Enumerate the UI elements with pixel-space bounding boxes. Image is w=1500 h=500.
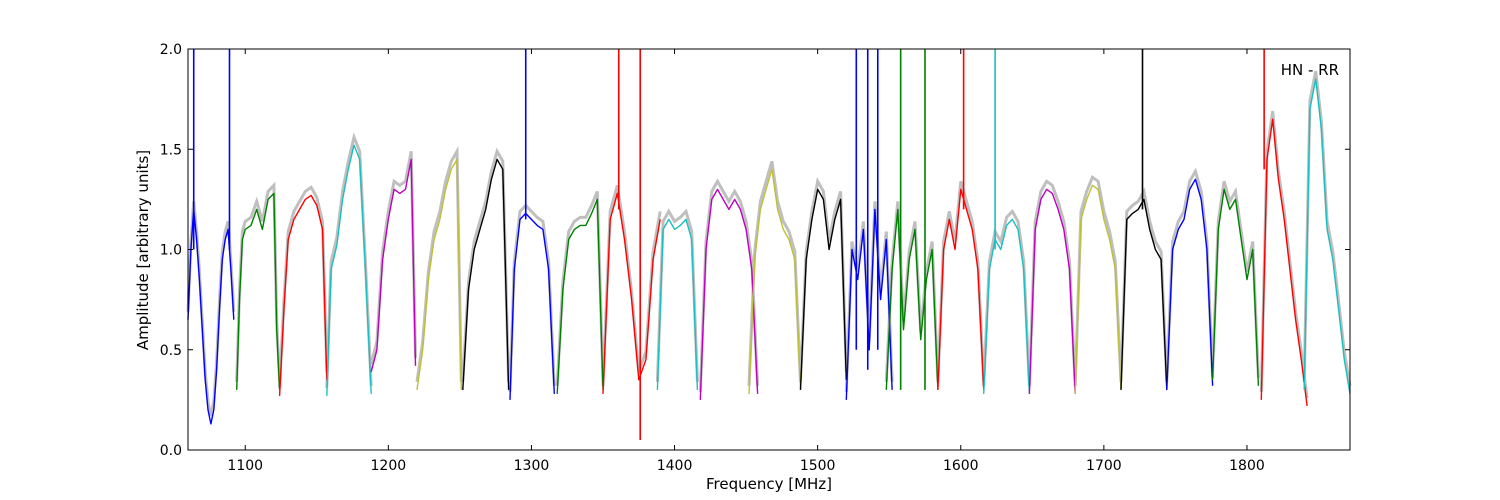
x-tick-label-8: 1800 bbox=[1229, 458, 1265, 474]
axis-ticks: 1100 1200 1300 1400 1500 1600 1700 1800 0.0 0.5 1.… bbox=[160, 42, 1350, 474]
series-line-11 bbox=[656, 218, 699, 390]
series-line-7 bbox=[462, 158, 510, 390]
background-segment-11 bbox=[655, 208, 699, 382]
x-tick-label-1: 1100 bbox=[227, 458, 263, 474]
x-tick-label-3: 1300 bbox=[514, 458, 550, 474]
series-line-24 bbox=[1260, 118, 1308, 406]
background-segment-12 bbox=[698, 178, 760, 392]
series-line-18 bbox=[983, 218, 1031, 394]
y-tick-label-4: 1.5 bbox=[160, 142, 182, 158]
background-segment-7 bbox=[461, 147, 511, 382]
background-segment-9 bbox=[555, 190, 605, 386]
series-line-22 bbox=[1166, 178, 1214, 390]
y-tick-label-1: 0.0 bbox=[160, 443, 182, 459]
background-segment-23 bbox=[1211, 180, 1260, 378]
background-segment-13 bbox=[747, 160, 802, 386]
series-line-6 bbox=[416, 158, 462, 390]
background-segment-21 bbox=[1119, 187, 1169, 382]
spike-group bbox=[192, 49, 1265, 440]
series-line-3 bbox=[278, 194, 328, 396]
series-line-8 bbox=[509, 212, 555, 400]
background-segment-22 bbox=[1165, 167, 1215, 382]
series-line-10 bbox=[602, 192, 661, 394]
y-tick-label-3: 1.0 bbox=[160, 243, 182, 259]
background-segment-8 bbox=[508, 203, 556, 392]
series-line-5 bbox=[370, 158, 417, 372]
x-tick-label-4: 1400 bbox=[657, 458, 693, 474]
x-tick-label-2: 1200 bbox=[371, 458, 407, 474]
background-segment-14 bbox=[799, 177, 848, 382]
series-line-1 bbox=[187, 208, 235, 425]
background-segment-19 bbox=[1027, 179, 1077, 386]
series-line-15 bbox=[845, 208, 893, 400]
x-tick-label-6: 1600 bbox=[943, 458, 979, 474]
x-tick-label-5: 1500 bbox=[800, 458, 836, 474]
background-segment-24 bbox=[1259, 110, 1309, 399]
series-line-19 bbox=[1028, 188, 1076, 394]
y-tick-label-2: 0.5 bbox=[160, 343, 182, 359]
series-line-21 bbox=[1120, 198, 1168, 390]
series-group bbox=[187, 78, 1351, 425]
y-tick-label-5: 2.0 bbox=[160, 42, 182, 58]
y-axis-title: Amplitude [arbitrary units] bbox=[134, 150, 152, 350]
series-line-13 bbox=[748, 168, 802, 394]
background-segment-16 bbox=[884, 201, 940, 382]
legend-annotation: HN - RR bbox=[1281, 61, 1339, 79]
background-segment-17 bbox=[936, 180, 986, 382]
series-line-16 bbox=[885, 208, 939, 390]
background-segment-1 bbox=[186, 201, 236, 417]
series-line-9 bbox=[556, 198, 604, 394]
series-line-17 bbox=[937, 188, 985, 390]
series-line-20 bbox=[1074, 184, 1122, 394]
series-line-14 bbox=[799, 188, 847, 390]
x-axis-title: Frequency [MHz] bbox=[706, 475, 832, 493]
series-line-25 bbox=[1303, 78, 1351, 395]
series-line-23 bbox=[1211, 188, 1260, 386]
background-segment-20 bbox=[1073, 174, 1123, 386]
series-line-2 bbox=[236, 192, 281, 390]
series-line-4 bbox=[326, 144, 372, 396]
x-tick-label-7: 1700 bbox=[1086, 458, 1122, 474]
background-segment-18 bbox=[982, 208, 1031, 386]
series-line-12 bbox=[699, 188, 759, 400]
